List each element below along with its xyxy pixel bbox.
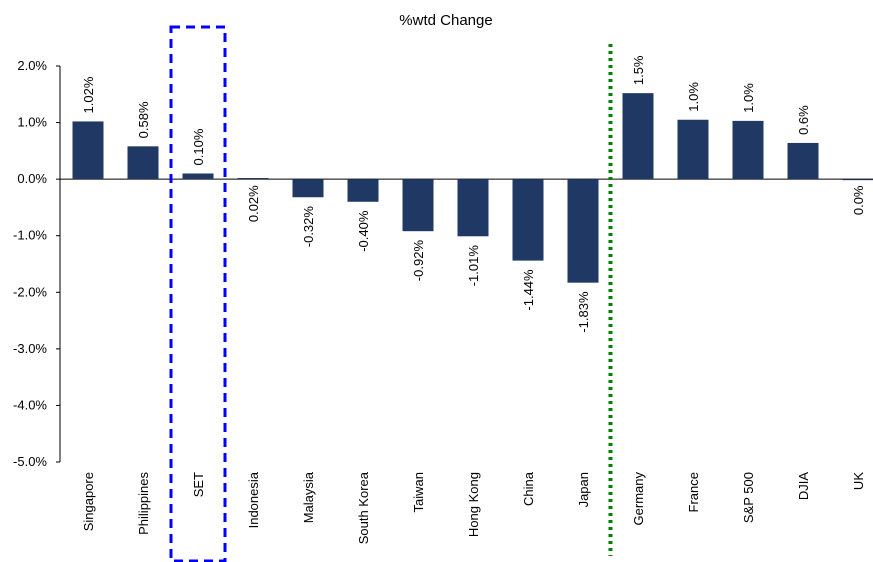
data-label: 1.0% — [686, 82, 701, 112]
y-tick-label: -5.0% — [13, 454, 47, 469]
bar — [512, 179, 544, 261]
category-label: Hong Kong — [466, 472, 481, 537]
data-label: 0.6% — [796, 105, 811, 135]
category-label: Singapore — [81, 472, 96, 531]
category-labels-group: Singapore Philippines SET Indonesia Malaysia… — [81, 471, 866, 544]
bar — [127, 146, 159, 180]
y-tick-label: -4.0% — [13, 397, 47, 412]
bar — [72, 121, 104, 180]
chart-title: %wtd Change — [399, 12, 492, 29]
data-label: 1.0% — [741, 83, 756, 113]
y-tick-label: 2.0% — [17, 58, 47, 73]
data-label: -0.40% — [356, 210, 371, 252]
bars-group — [72, 93, 873, 283]
data-label: -1.01% — [466, 245, 481, 287]
y-tick-label: -1.0% — [13, 228, 47, 243]
category-label: SET — [191, 472, 206, 497]
category-label: Indonesia — [246, 471, 261, 528]
bar — [787, 142, 819, 180]
data-label: 0.10% — [191, 128, 206, 165]
bar — [842, 179, 873, 181]
category-label: South Korea — [356, 471, 371, 544]
bar — [402, 179, 434, 232]
bar — [347, 179, 379, 202]
bar — [457, 179, 489, 237]
data-label: -0.92% — [411, 240, 426, 282]
bar — [182, 173, 214, 180]
bar — [677, 119, 709, 180]
bar — [732, 120, 764, 180]
data-label: -0.32% — [301, 206, 316, 248]
category-label: Japan — [576, 472, 591, 507]
y-axis: 2.0% 1.0% 0.0% -1.0% -2.0% -3.0% -4.0% -5.0% — [13, 58, 61, 469]
data-label: 0.02% — [246, 185, 261, 222]
category-label: DJIA — [796, 472, 811, 501]
category-label: Germany — [631, 472, 646, 526]
y-tick-label: -2.0% — [13, 284, 47, 299]
category-label: Philippines — [136, 472, 151, 535]
data-label: 0.0% — [851, 185, 866, 215]
category-label: France — [686, 472, 701, 512]
highlight-box — [169, 25, 227, 562]
category-label: UK — [851, 472, 866, 490]
annotations-group — [169, 25, 613, 562]
category-label: China — [521, 471, 536, 506]
data-label: 0.58% — [136, 101, 151, 138]
bar — [292, 179, 324, 198]
data-label: 1.02% — [81, 76, 96, 113]
category-label: S&P 500 — [741, 472, 756, 523]
y-tick-label: 1.0% — [17, 115, 47, 130]
bar — [567, 179, 599, 283]
y-tick-label: 0.0% — [17, 171, 47, 186]
category-label: Malaysia — [301, 471, 316, 523]
category-label: Taiwan — [411, 472, 426, 512]
y-tick-label: -3.0% — [13, 341, 47, 356]
data-label: -1.83% — [576, 291, 591, 333]
bar — [237, 178, 269, 180]
bar — [622, 93, 654, 180]
data-labels-group: 1.02% 0.58% 0.10% 0.02% -0.32% -0.40% -0.92% -1… — [81, 55, 866, 333]
data-label: 1.5% — [631, 55, 646, 85]
data-label: -1.44% — [521, 269, 536, 311]
